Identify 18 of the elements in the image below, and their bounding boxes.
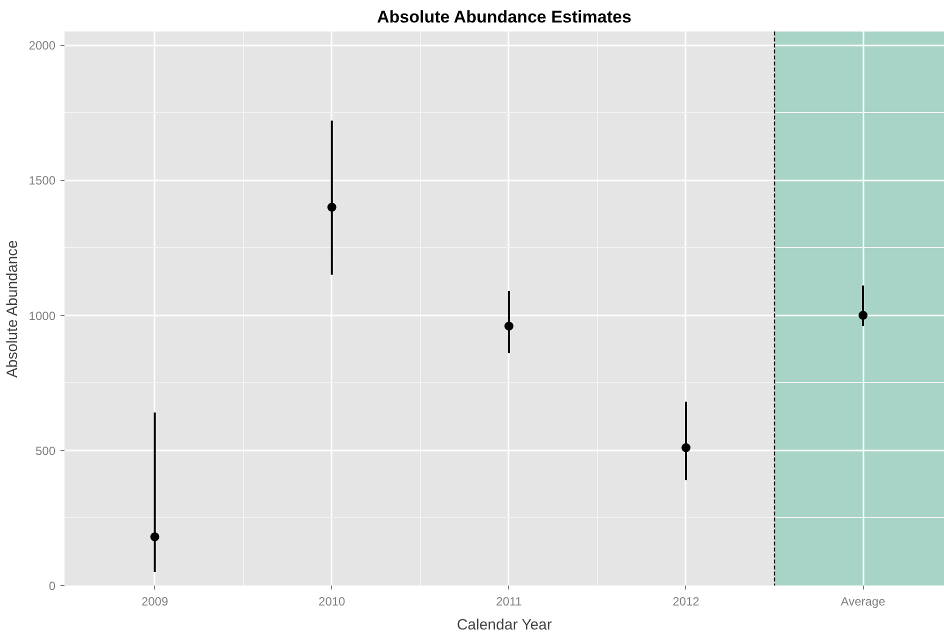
y-tick-label: 0 — [48, 579, 56, 593]
chart-title: Absolute Abundance Estimates — [376, 8, 632, 26]
point — [681, 443, 690, 452]
point — [504, 322, 514, 331]
y-tick-label: 1000 — [28, 308, 56, 323]
x-tick-label: 2009 — [141, 594, 168, 608]
point — [858, 310, 868, 320]
y-tick-label: 500 — [35, 444, 56, 458]
y-tick-label: 1500 — [28, 174, 56, 188]
x-tick-label: 2010 — [318, 594, 346, 608]
point — [150, 532, 160, 542]
y-axis-title: Absolute Abundance — [4, 240, 21, 378]
x-axis-title: Calendar Year — [456, 616, 552, 634]
x-tick-label: 2011 — [496, 594, 522, 608]
x-tick-label: Average — [840, 594, 886, 608]
point — [327, 202, 336, 212]
x-tick-label: 2012 — [672, 594, 700, 608]
y-tick-label: 2000 — [28, 38, 56, 53]
